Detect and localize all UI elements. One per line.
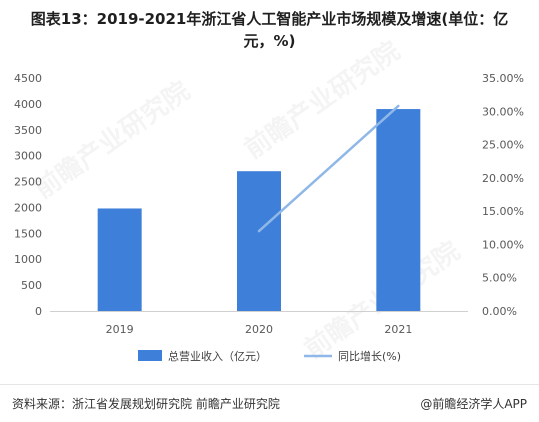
chart-title-line2: 元，%) bbox=[243, 32, 296, 50]
bar-2021 bbox=[376, 109, 421, 311]
y2-tick-label: 30.00% bbox=[482, 105, 524, 118]
legend-bar-swatch bbox=[138, 350, 162, 361]
y2-tick-label: 35.00% bbox=[482, 72, 524, 85]
y2-tick-label: 5.00% bbox=[482, 272, 517, 285]
y-tick-label: 2000 bbox=[14, 201, 42, 214]
growth-line bbox=[257, 104, 400, 233]
y-tick-label: 1000 bbox=[14, 253, 42, 266]
legend-line-label: 同比增长(%) bbox=[338, 349, 401, 363]
bar-2020 bbox=[237, 171, 281, 311]
chart-svg: 0 500 1000 1500 2000 2500 3000 3500 4000 4500 0.00… bbox=[14, 72, 524, 363]
legend-bar-label: 总营业收入（亿元） bbox=[168, 349, 267, 363]
y2-tick-label: 15.00% bbox=[482, 205, 524, 218]
x-tick-label: 2020 bbox=[245, 323, 273, 336]
y-tick-label: 500 bbox=[21, 279, 42, 292]
x-tick-label: 2021 bbox=[384, 323, 412, 336]
y-tick-label: 2500 bbox=[14, 176, 42, 189]
chart-title: 图表13：2019-2021年浙江省人工智能产业市场规模及增速(单位：亿 元，%… bbox=[10, 8, 529, 52]
y-tick-label: 1500 bbox=[14, 227, 42, 240]
y-tick-label: 3000 bbox=[14, 150, 42, 163]
bar-2019 bbox=[97, 208, 142, 311]
y-tick-label: 0 bbox=[35, 305, 42, 318]
y-tick-label: 4500 bbox=[14, 72, 42, 85]
y2-tick-label: 25.00% bbox=[482, 139, 524, 152]
y-tick-label: 3500 bbox=[14, 124, 42, 137]
footer: 资料来源：浙江省发展规划研究院 前瞻产业研究院 @前瞻经济学人APP bbox=[0, 384, 539, 422]
y2-tick-label: 10.00% bbox=[482, 238, 524, 251]
y2-tick-label: 0.00% bbox=[482, 305, 517, 318]
y2-tick-label: 20.00% bbox=[482, 172, 524, 185]
y-tick-label: 4000 bbox=[14, 98, 42, 111]
source-note: 资料来源：浙江省发展规划研究院 前瞻产业研究院 bbox=[12, 397, 280, 411]
chart-title-line1: 图表13：2019-2021年浙江省人工智能产业市场规模及增速(单位：亿 bbox=[30, 10, 509, 28]
x-tick-label: 2019 bbox=[106, 323, 134, 336]
brand-label: @前瞻经济学人APP bbox=[420, 397, 527, 411]
